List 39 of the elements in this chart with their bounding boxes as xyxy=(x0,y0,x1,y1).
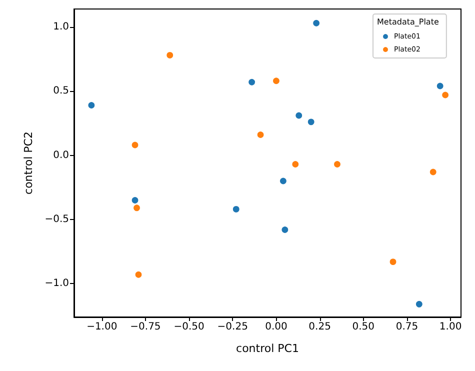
x-tick-label: 1.00 xyxy=(439,322,462,332)
x-tick-label: 0.25 xyxy=(308,322,331,332)
point xyxy=(248,78,256,86)
point xyxy=(232,205,240,213)
y-tick-label: −1.0 xyxy=(44,278,69,290)
point xyxy=(312,19,320,27)
x-tick-label: 0.50 xyxy=(352,322,375,332)
y-tick-label: 0.5 xyxy=(53,86,69,97)
point xyxy=(333,160,342,168)
legend-title: Metadata_Plate xyxy=(377,18,439,26)
x-tick-label: −0.25 xyxy=(217,322,248,332)
point xyxy=(292,160,300,168)
y-tick-label: 1.0 xyxy=(53,21,69,32)
x-tick-label: −0.75 xyxy=(130,322,161,332)
point xyxy=(442,91,450,99)
y-tick-label: 0.0 xyxy=(53,150,69,161)
x-tick-label: −1.00 xyxy=(86,322,118,332)
point xyxy=(166,51,174,59)
point xyxy=(307,118,315,126)
x-tick-label: 0.75 xyxy=(396,322,418,332)
point xyxy=(389,258,397,266)
point xyxy=(272,77,280,85)
y-axis-title: control PC2 xyxy=(22,132,35,194)
point xyxy=(132,204,141,212)
x-axis-title: control PC1 xyxy=(236,342,299,355)
point xyxy=(256,130,264,139)
point xyxy=(281,226,289,234)
point xyxy=(88,101,96,110)
x-tick-label: −0.50 xyxy=(174,322,204,332)
point xyxy=(131,196,139,204)
point xyxy=(279,177,287,185)
point xyxy=(295,112,303,120)
y-tick-label: −0.5 xyxy=(44,214,69,225)
x-tick-label: 0.00 xyxy=(265,322,288,332)
point xyxy=(429,168,437,176)
point xyxy=(436,82,444,90)
point xyxy=(131,141,139,149)
point xyxy=(134,270,142,278)
point xyxy=(415,300,423,308)
